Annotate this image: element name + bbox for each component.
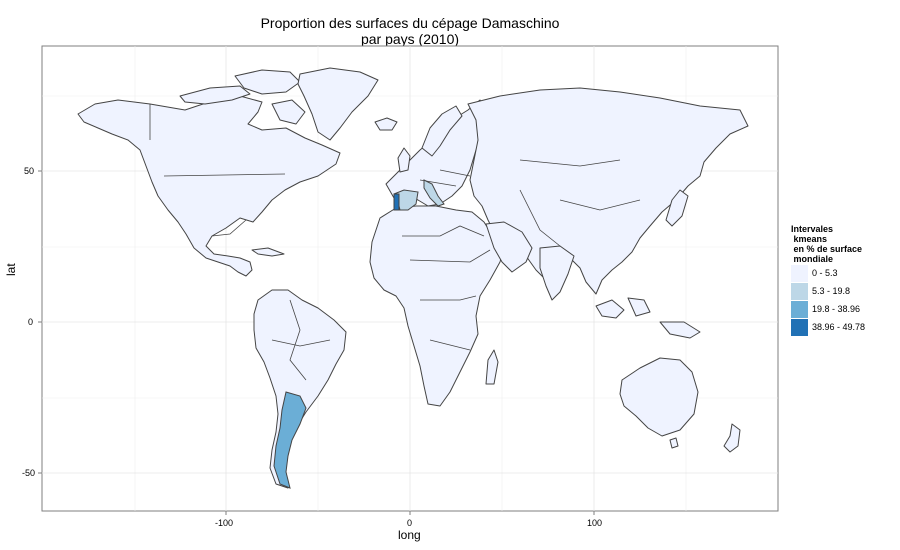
legend-label: 0 - 5.3 (812, 268, 838, 278)
new-zealand (723, 423, 741, 453)
madagascar (485, 349, 499, 385)
legend-swatch (791, 265, 808, 282)
legend-title: Intervales kmeans en % de surface mondia… (791, 224, 863, 264)
country-argentina (273, 391, 307, 489)
scandinavia (421, 105, 463, 157)
land-masses (77, 67, 749, 489)
legend-swatch (791, 283, 808, 300)
arctic-islands-1 (179, 85, 251, 105)
africa (369, 205, 505, 407)
legend-swatch (791, 301, 808, 318)
arabia (485, 221, 533, 273)
india (539, 245, 575, 301)
country-italy (423, 179, 445, 207)
asia (467, 87, 749, 295)
x-axis-title: long (398, 528, 421, 542)
x-tick-label: -100 (215, 518, 234, 528)
legend-swatch (791, 319, 808, 336)
indonesia-1 (595, 299, 625, 319)
greenland (297, 67, 379, 141)
indonesia-2 (627, 297, 651, 317)
legend-label: 19.8 - 38.96 (812, 304, 861, 314)
chart-title-line2: par pays (2010) (360, 31, 460, 47)
arctic-islands-2 (234, 69, 301, 95)
japan (665, 189, 689, 227)
cuba (251, 247, 285, 257)
axis-ticks (38, 170, 595, 515)
highlighted-countries (273, 179, 445, 489)
arctic-islands-3 (271, 99, 306, 125)
x-tick-label: 0 (407, 518, 413, 528)
x-tick-label: 100 (587, 518, 603, 528)
legend-label: 5.3 - 19.8 (812, 286, 851, 296)
y-tick-label: -50 (22, 468, 36, 478)
tasmania (669, 437, 679, 449)
new-guinea (659, 321, 701, 339)
uk (397, 147, 411, 173)
y-axis-title: lat (4, 263, 18, 276)
y-tick-label: 0 (28, 317, 34, 327)
country-borders (149, 104, 641, 381)
legend-label: 38.96 - 49.78 (812, 322, 866, 332)
iceland (374, 117, 398, 131)
australia (619, 357, 699, 437)
y-tick-label: 50 (24, 166, 35, 176)
chart-title-line1: Proportion des surfaces du cépage Damasc… (260, 15, 560, 31)
country-portugal (393, 193, 400, 211)
